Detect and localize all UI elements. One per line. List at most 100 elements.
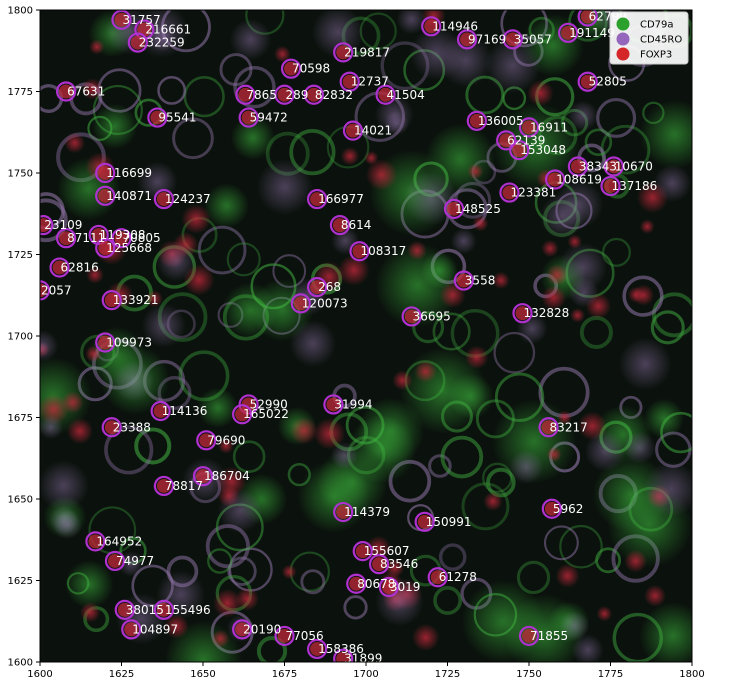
tissue-ring <box>601 237 631 267</box>
cell-outline <box>235 84 256 105</box>
tissue-ring <box>300 569 326 595</box>
tissue-glow-purple <box>450 228 477 255</box>
x-tick-label: 1775 <box>598 669 623 680</box>
tissue-glow-purple <box>141 303 187 348</box>
cell-core <box>98 335 113 350</box>
cell-id-label: 137186 <box>612 179 658 193</box>
tissue-glow-red <box>527 80 554 107</box>
cell-id-label: 10670 <box>615 159 653 173</box>
cell-id-label: 289 <box>286 88 309 102</box>
tissue-glow-green <box>639 602 692 662</box>
cell-id-label: 59472 <box>250 111 288 125</box>
cell-id-label: 3019 <box>390 580 421 594</box>
cell-core <box>561 25 576 40</box>
tissue-ring <box>157 75 187 105</box>
tissue-glow-purple <box>584 430 626 472</box>
cell-core <box>430 570 445 585</box>
y-tick-label: 1775 <box>8 87 33 98</box>
tissue-glow-green <box>65 560 114 609</box>
cell-outline <box>40 215 54 236</box>
cell-core <box>372 557 387 572</box>
cell-id-label: 158386 <box>318 642 364 656</box>
legend-box <box>609 11 689 65</box>
tissue-glow-red <box>313 418 346 450</box>
cell-core <box>107 553 122 568</box>
cell-id-label: 124237 <box>165 192 211 206</box>
cell-core <box>502 185 517 200</box>
tissue-ring <box>543 525 579 561</box>
cell-outline <box>541 498 562 519</box>
tissue-glow-purple <box>653 164 692 203</box>
cell-id-label: 120073 <box>302 296 348 310</box>
cell-id-label: 104897 <box>132 622 178 636</box>
cell-id-label: 148525 <box>455 202 501 216</box>
tissue-glow-red <box>632 284 655 306</box>
cell-id-label: 8614 <box>341 218 372 232</box>
cell-core <box>349 576 364 591</box>
cell-id-label: 82832 <box>315 88 353 102</box>
cell-core <box>342 74 357 89</box>
cell-id-label: 36695 <box>413 309 451 323</box>
tissue-glow-purple <box>118 551 144 577</box>
tissue-glow-purple <box>156 241 197 282</box>
cell-outline <box>153 475 174 497</box>
cell-core <box>310 192 325 207</box>
cell-outline <box>421 16 442 37</box>
cell-core <box>606 159 621 174</box>
tissue-ring <box>493 331 536 374</box>
cell-outline <box>414 511 435 532</box>
cell-core <box>114 231 129 246</box>
cell-core <box>196 469 210 484</box>
cell-id-label: 62816 <box>61 261 99 275</box>
tissue-ring <box>289 129 336 176</box>
cell-id-label: 31899 <box>344 652 382 666</box>
cell-core <box>522 120 536 135</box>
cell-outline <box>147 107 168 128</box>
cell-outline <box>502 29 523 50</box>
cell-core <box>548 172 563 187</box>
cell-outline <box>95 332 116 353</box>
tissue-glow-red <box>570 308 585 323</box>
tissue-glow-purple <box>40 330 59 362</box>
cell-core <box>505 32 520 47</box>
cell-core <box>345 123 360 138</box>
cell-core <box>447 201 462 216</box>
tissue-ring <box>172 117 214 160</box>
cell-outline <box>238 107 259 128</box>
cell-core <box>522 628 536 643</box>
cell-outline <box>577 71 598 92</box>
cell-core <box>59 231 74 246</box>
cell-core <box>417 514 432 529</box>
tissue-glow-red <box>235 587 259 611</box>
cell-core <box>456 273 471 288</box>
cell-outline <box>55 228 77 249</box>
y-tick-label: 1675 <box>8 413 33 424</box>
tissue-ring <box>584 128 613 156</box>
tissue-ring <box>343 595 368 620</box>
cell-outline <box>453 270 474 291</box>
cell-id-label: 166977 <box>318 192 364 206</box>
cell-core <box>499 133 514 148</box>
cell-id-label: 52990 <box>250 397 288 411</box>
tissue-ring <box>486 467 516 498</box>
tissue-glow-green <box>92 103 138 149</box>
cell-core <box>114 12 129 27</box>
y-axis: 1600 1625 1650 1675 1700 1725 1750 1775 1800 <box>8 6 40 669</box>
cell-id-label: 216661 <box>145 23 191 37</box>
tissue-glow-purple <box>289 320 337 367</box>
cell-id-label: 31757 <box>123 13 161 27</box>
tissue-glow-red <box>644 584 666 607</box>
cell-outline <box>329 215 351 236</box>
tissue-glow-purple <box>256 158 313 215</box>
cell-core <box>580 10 595 24</box>
cell-id-label: 74977 <box>116 554 154 568</box>
cell-id-label: 38343 <box>579 159 617 173</box>
x-axis: 1600 1625 1650 1675 1700 1725 1750 1775 1800 <box>27 662 705 680</box>
tissue-glow-purple <box>558 242 608 292</box>
cell-id-label: 7865 <box>246 88 277 102</box>
y-tick-label: 1625 <box>8 576 33 587</box>
cell-id-label: 20190 <box>243 622 281 636</box>
cell-id-label: 87111 <box>67 231 105 245</box>
cell-core <box>88 534 103 549</box>
cell-id-label: 133921 <box>113 293 159 307</box>
